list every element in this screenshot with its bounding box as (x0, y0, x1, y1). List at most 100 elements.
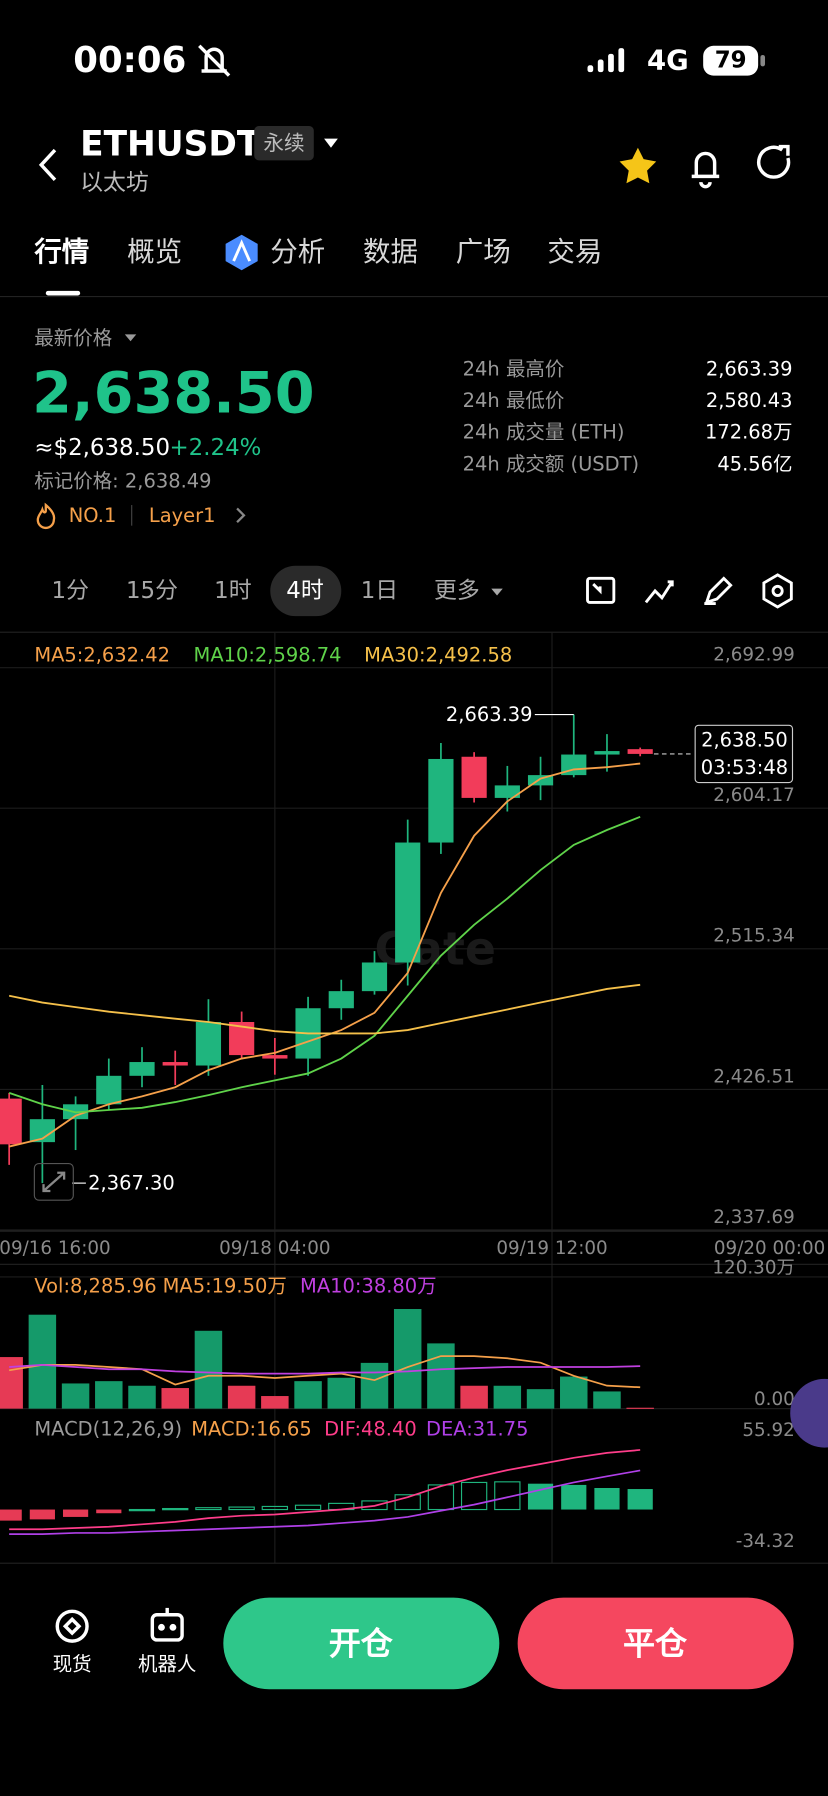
interval[interactable]: 15分 (126, 578, 178, 604)
mute-icon (198, 44, 231, 77)
volume-bar (194, 1330, 223, 1409)
interval[interactable]: 1日 (361, 578, 398, 604)
annotation: 2,663.39 (446, 703, 533, 726)
signal-icon (587, 48, 625, 73)
macd-bar (294, 1504, 322, 1511)
candle-body (129, 1062, 155, 1076)
legend-entry: MA5:2,632.42 (34, 644, 170, 667)
stat-label: 24h 最高价 (463, 357, 565, 380)
macd-line (9, 1469, 641, 1536)
tag[interactable]: Layer1 (149, 504, 216, 527)
candle-body (627, 749, 653, 754)
price-dropdown[interactable] (124, 334, 137, 342)
stat-label: 24h 成交额 (USDT) (463, 452, 639, 475)
volume-bar (28, 1314, 57, 1409)
interval[interactable]: 1时 (214, 578, 252, 604)
close-button[interactable] (517, 1597, 794, 1690)
charts: Gate2,692.992,604.172,515.342,426.512,33… (0, 644, 828, 1552)
annotation: 2,367.30 (88, 1172, 175, 1195)
symbol-dropdown[interactable] (324, 138, 338, 148)
open-label[interactable]: 开仓 (329, 1624, 394, 1662)
y-tick-label: 0.00 (754, 1389, 795, 1410)
alert-bell[interactable] (691, 151, 720, 189)
candle-body (195, 1022, 222, 1066)
macd-bar (0, 1509, 22, 1521)
chart-tools[interactable] (586, 573, 793, 609)
volume-bar (327, 1377, 356, 1409)
macd-line (9, 1449, 641, 1531)
tag[interactable]: NO.1 (69, 504, 117, 527)
usd-price: ≈$2,638.50 (34, 435, 170, 461)
candle-body (0, 1098, 22, 1145)
floating-assistant[interactable] (790, 1378, 828, 1448)
x-tick-label: 09/16 16:00 (0, 1238, 111, 1259)
expand-icon[interactable] (33, 1162, 74, 1201)
macd-bar (494, 1481, 521, 1511)
interval[interactable]: 1分 (52, 578, 89, 604)
share[interactable] (757, 144, 791, 179)
volume-bar (393, 1309, 422, 1409)
x-tick-label: 09/18 04:00 (219, 1238, 330, 1259)
legend-entry: MA10:2,598.74 (194, 644, 342, 667)
stat-value: 172.68万 (705, 421, 793, 444)
tab[interactable]: 数据 (363, 236, 418, 268)
interval[interactable]: 4时 (286, 578, 324, 604)
close-label[interactable]: 平仓 (623, 1624, 688, 1662)
price-label: 最新价格 (34, 326, 112, 349)
tag-chevron (236, 507, 246, 524)
spot-icon[interactable] (55, 1609, 89, 1643)
y-tick-label: 2,604.17 (713, 785, 795, 806)
macd-bar (427, 1484, 455, 1511)
favorite[interactable] (619, 147, 657, 184)
countdown: 03:53:48 (701, 756, 788, 779)
legend-entry: MA5:19.50万 (163, 1275, 287, 1298)
stat-value: 2,663.39 (706, 357, 793, 380)
back-button[interactable] (38, 148, 57, 181)
candle-body (361, 962, 388, 992)
tab[interactable]: 概览 (127, 236, 182, 268)
macd-bar (96, 1509, 122, 1514)
tab[interactable]: 分析 (270, 236, 325, 268)
volume-bar (526, 1389, 555, 1409)
symbol[interactable]: ETHUSDT (80, 124, 261, 164)
tab-indicator (45, 290, 81, 296)
volume-bar (128, 1385, 156, 1409)
volume-bar (95, 1381, 123, 1409)
badge: 永续 (263, 131, 304, 155)
macd-bar (460, 1481, 488, 1511)
macd-bar (29, 1509, 55, 1520)
tab[interactable]: 行情 (33, 236, 89, 268)
tab[interactable]: 广场 (456, 236, 511, 268)
macd-bar (162, 1507, 189, 1511)
volume-bar (61, 1383, 90, 1409)
macd-bar (128, 1508, 156, 1512)
open-button[interactable] (223, 1597, 500, 1690)
mark-price: 标记价格: 2,638.49 (34, 469, 211, 492)
volume-bar (493, 1385, 522, 1409)
y-tick-label: 2,337.69 (713, 1207, 795, 1228)
interval[interactable]: 更多 (434, 578, 480, 604)
legend-entry: MA30:2,492.58 (364, 644, 512, 667)
volume-bar (560, 1376, 588, 1409)
volume-ma-line (9, 1363, 641, 1375)
candle-body (594, 751, 620, 755)
expand-arrows (42, 1171, 66, 1193)
x-tick-label: 09/20 00:00 (714, 1238, 825, 1259)
ma-line (8, 815, 641, 1114)
y-tick-label: 2,426.51 (713, 1066, 795, 1087)
volume-bar (593, 1391, 621, 1409)
y-tick-label: 2,515.34 (713, 926, 795, 947)
bot-label[interactable]: 机器人 (138, 1653, 196, 1676)
legend-entry: MACD:16.65 (191, 1418, 312, 1441)
battery-level: 79 (715, 48, 747, 74)
tab[interactable]: 交易 (547, 236, 602, 268)
stat-value: 45.56亿 (717, 452, 792, 475)
volume-bar (427, 1343, 455, 1409)
volume-title: Vol:8,285.96 (34, 1275, 156, 1298)
more-dropdown[interactable] (491, 588, 503, 596)
spot-label[interactable]: 现货 (53, 1653, 92, 1676)
legend-entry: DIF:48.40 (324, 1418, 417, 1441)
bot-icon[interactable] (150, 1607, 184, 1642)
